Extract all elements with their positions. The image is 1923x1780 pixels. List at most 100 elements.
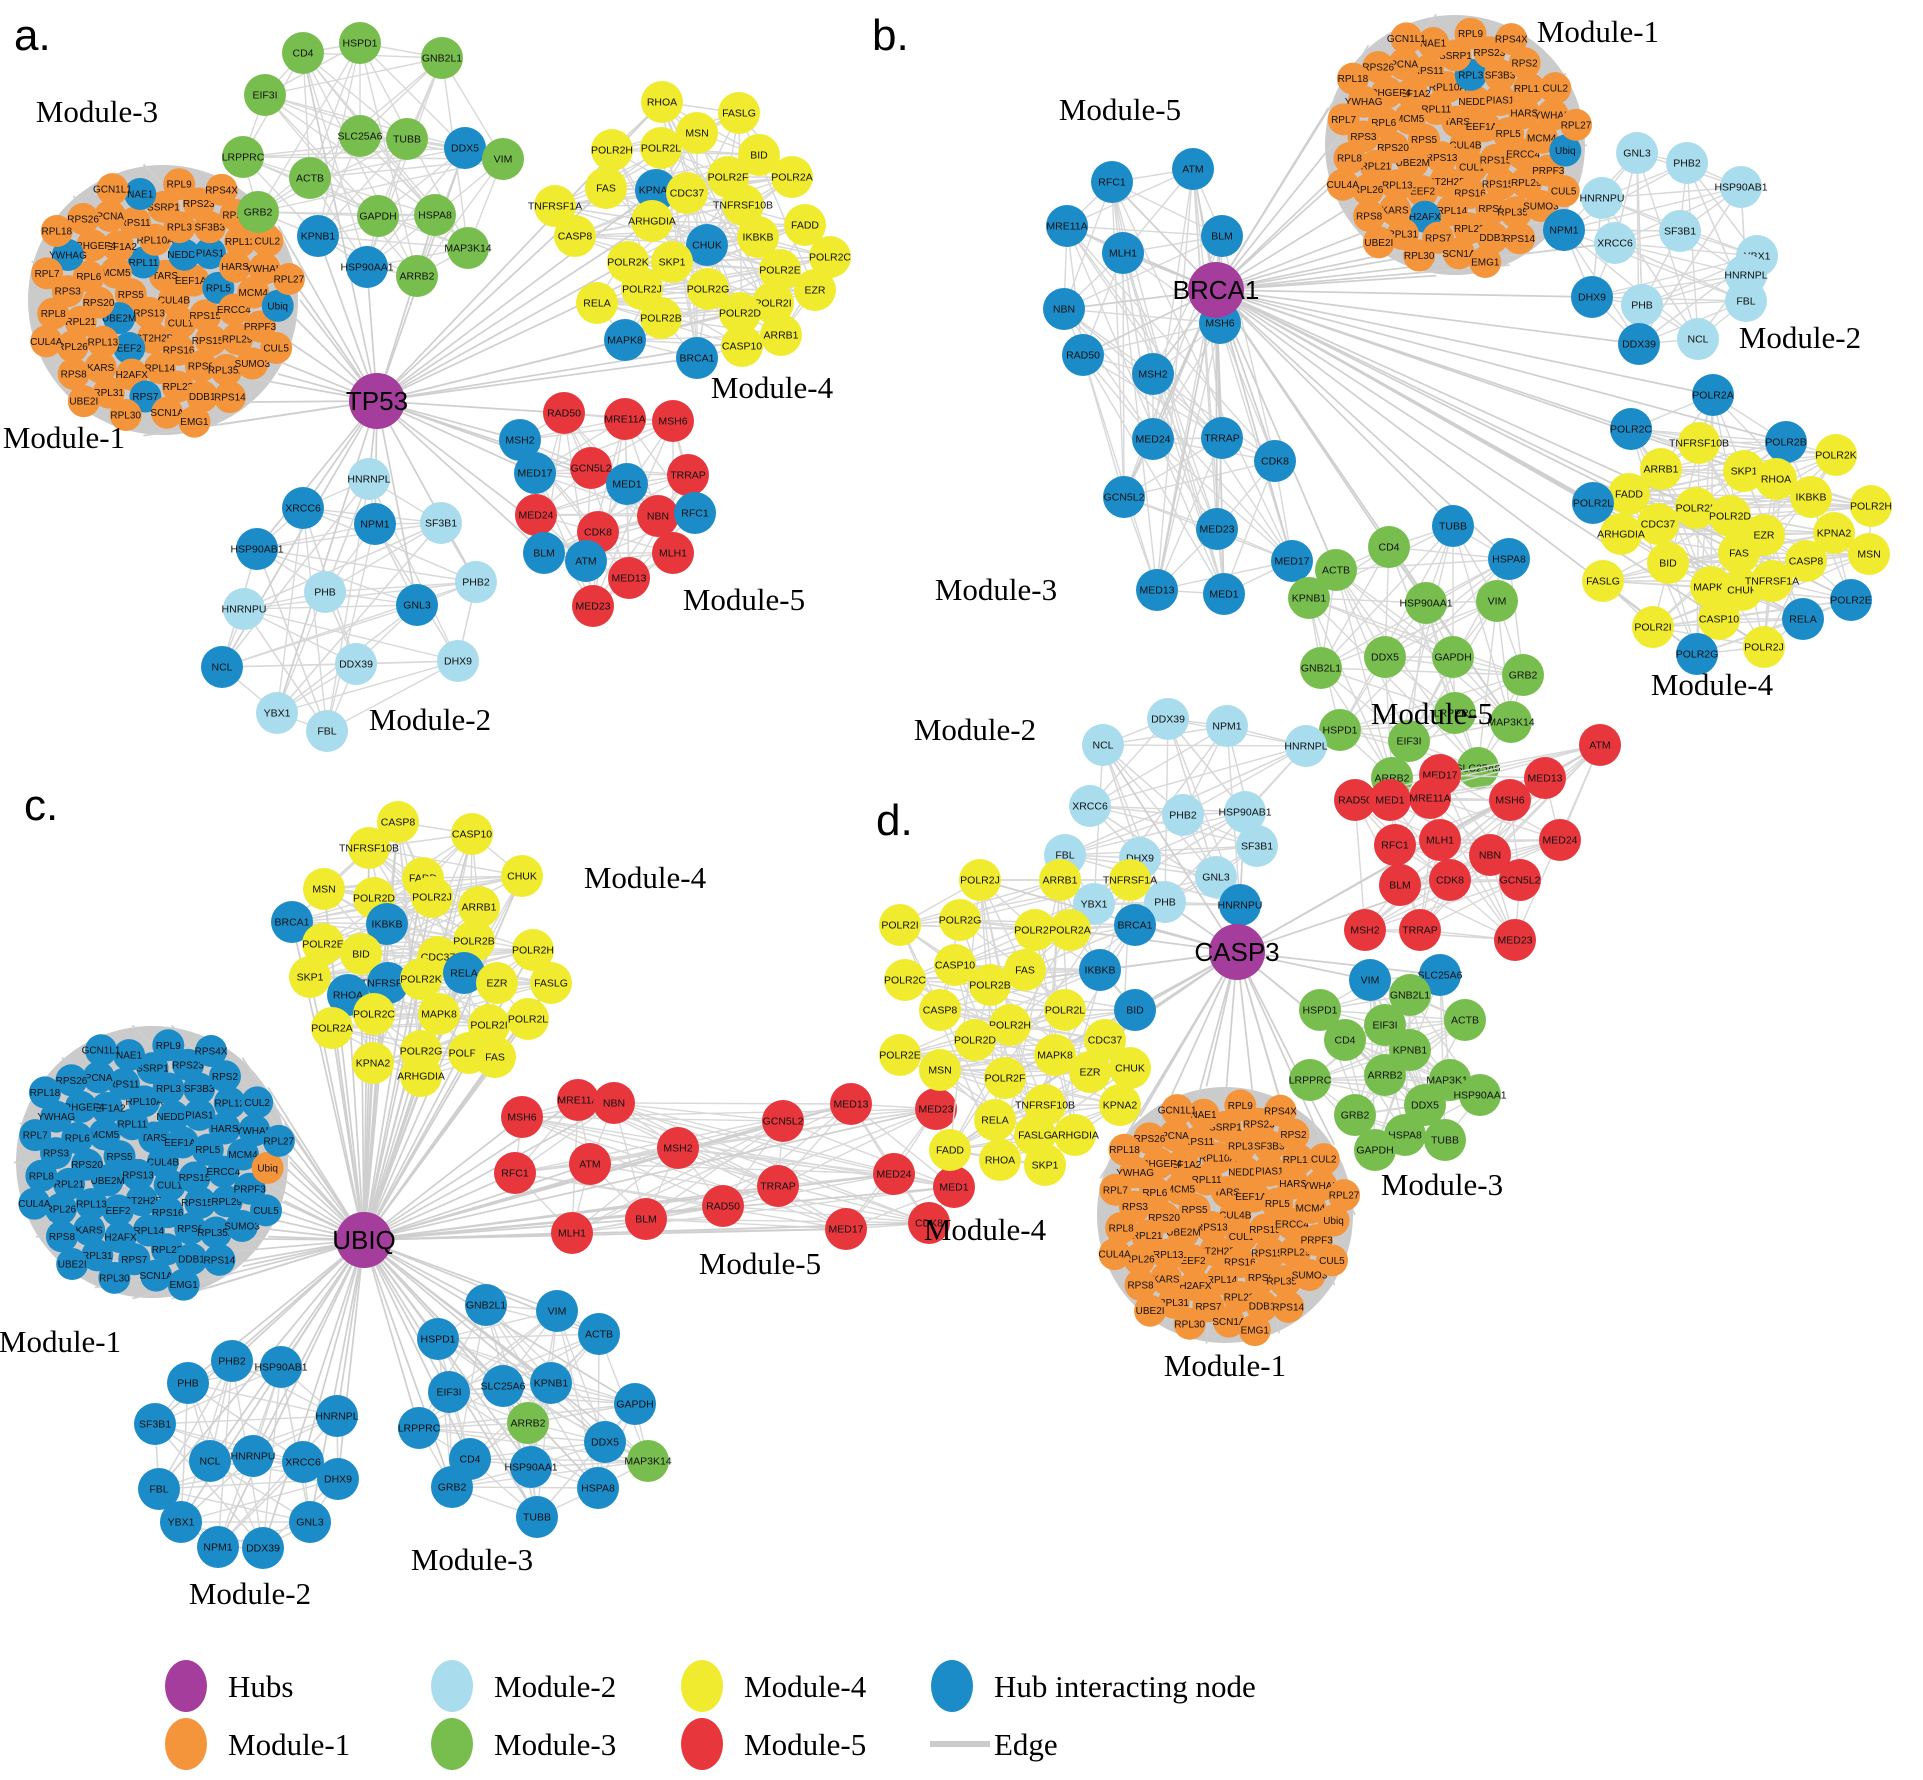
node-EEF1A1: EEF1A1: [175, 264, 213, 297]
node-circle-RPS6: [184, 350, 217, 383]
node-circle-FAS: [1004, 949, 1046, 991]
node-label-RPL10A: RPL10A: [126, 1097, 164, 1108]
node-circle-EIF3I: [244, 74, 286, 116]
node-circle-POLR2E: [302, 923, 344, 965]
node-circle-CASP10: [934, 944, 976, 986]
node-label-ARHGEF4: ARHGEF4: [57, 1102, 105, 1113]
node-label-ERCC4: ERCC4: [1275, 1220, 1309, 1231]
node-circle-RFC1: [1374, 824, 1416, 866]
node-circle-RPL8: [25, 1159, 58, 1192]
node-label-TARS: TARS: [141, 1133, 167, 1144]
node-label-PRPF3: PRPF3: [244, 322, 277, 333]
node-label-EEF2: EEF2: [117, 344, 142, 355]
node-label-MED1: MED1: [1375, 795, 1404, 807]
node-label-SF3B1: SF3B1: [139, 1419, 171, 1431]
node-POLR2A: POLR2A: [1049, 909, 1091, 951]
node-circle-RPL13: [86, 325, 119, 358]
node-circle-MED1: [1203, 573, 1245, 615]
node-label-HIST2H2BE: HIST2H2BE: [1418, 177, 1473, 188]
node-EIF3I: EIF3I: [1388, 720, 1430, 762]
node-POLR2A: POLR2A: [1692, 374, 1734, 416]
node-circle-CHUK: [686, 224, 728, 266]
node-circle-POLR2I: [879, 904, 921, 946]
node-label-ARHGDIA: ARHGDIA: [628, 216, 676, 228]
node-label-CASP8: CASP8: [923, 1005, 958, 1017]
node-NCL: NCL: [1082, 724, 1124, 766]
node-CUL5: CUL5: [260, 331, 293, 364]
node-label-RPL23: RPL23: [152, 1245, 183, 1256]
module-module-1: CUL4BRPS13TARSCUL1RPS5EEF1A1HIST2H2BERPL…: [0, 1029, 295, 1359]
node-RPL8: RPL8: [1105, 1211, 1138, 1244]
node-circle-POLR2B: [453, 920, 495, 962]
panel-letter-d: d.: [876, 796, 913, 845]
node-circle-HNRNPU: [223, 588, 265, 630]
node-GCN5L2: GCN5L2: [762, 1100, 804, 1142]
node-ARHGDIA: ARHGDIA: [397, 1055, 445, 1097]
node-label-SCN1A: SCN1A: [139, 1271, 173, 1282]
node-circle-MAP3K14: [627, 1440, 669, 1482]
node-POLR2A: POLR2A: [311, 1007, 353, 1049]
node-circle-VIM: [536, 1290, 578, 1332]
node-RPL26: RPL26: [56, 330, 89, 363]
node-KPNB1: KPNB1: [530, 1362, 572, 1404]
node-label-BLM: BLM: [533, 548, 555, 560]
node-circle-GCN1L1: [1390, 22, 1423, 55]
node-circle-ATM: [569, 1143, 611, 1185]
node-RPS26: RPS26: [67, 202, 99, 235]
node-DDX39: DDX39: [242, 1527, 284, 1569]
node-label-EEF1A1: EEF1A1: [1466, 122, 1504, 133]
node-label-CUL5: CUL5: [253, 1206, 279, 1217]
node-circle-CUL5: [1547, 175, 1580, 208]
node-label-EEF2: EEF2: [1410, 187, 1435, 198]
node-RPL7: RPL7: [31, 257, 64, 290]
node-MED24: MED24: [1132, 418, 1174, 460]
node-MSH2: MSH2: [499, 419, 541, 461]
node-circle-RPS2: [208, 1060, 241, 1093]
node-YBX1: YBX1: [256, 692, 298, 734]
node-circle-GCN5L2: [570, 447, 612, 489]
node-GNB2L1: GNB2L1: [1389, 974, 1431, 1016]
node-RPS6: RPS6: [174, 1212, 207, 1245]
node-label-DDB1: DDB1: [1479, 233, 1506, 244]
node-MED17: MED17: [514, 452, 556, 494]
node-label-KARS: KARS: [87, 363, 115, 374]
node-FAS: FAS: [1004, 949, 1046, 991]
node-label-EMG1: EMG1: [1241, 1326, 1270, 1337]
node-circle-KARS: [1379, 193, 1412, 226]
node-label-CDK8: CDK8: [584, 527, 612, 539]
node-label-RPS6: RPS6: [1478, 204, 1505, 215]
node-label-CDK8: CDK8: [915, 1218, 943, 1230]
node-label-MLH1: MLH1: [1109, 248, 1137, 260]
node-POLR2I: POLR2I: [752, 282, 794, 324]
node-circle-RPS6: [1475, 192, 1508, 225]
node-circle-CHUK: [1109, 1047, 1151, 1089]
node-circle-POLR2F: [984, 1057, 1026, 1099]
node-label-CUL4B: CUL4B: [1219, 1211, 1252, 1222]
node-label-SUMO3: SUMO3: [1292, 1271, 1328, 1282]
node-RPS15: RPS15: [1479, 143, 1512, 176]
node-label-CUL5: CUL5: [1551, 187, 1577, 198]
node-SCN1A: SCN1A: [150, 396, 184, 429]
node-circle-EEF2: [113, 332, 146, 365]
node-RPL30: RPL30: [98, 1261, 131, 1294]
node-DDX39: DDX39: [1147, 698, 1189, 740]
module-title-module-5: Module-5: [699, 1246, 821, 1281]
node-RHOA: RHOA: [641, 81, 683, 123]
node-VIM: VIM: [482, 138, 524, 180]
node-label-EEF1A2: EEF1A2: [1164, 1160, 1202, 1171]
node-circle-PIAS1: [1253, 1154, 1286, 1187]
node-MCM5: MCM5: [1393, 102, 1426, 135]
node-label-MRE11A: MRE11A: [604, 414, 645, 426]
node-label-TUBB: TUBB: [393, 134, 421, 146]
node-circle-FADD: [929, 1129, 971, 1171]
node-label-RAD50: RAD50: [1066, 350, 1100, 362]
node-circle-RPL12: [224, 225, 257, 258]
node-label-RPL5: RPL5: [206, 283, 231, 294]
node-circle-GCN5L2: [762, 1100, 804, 1142]
node-RPS15A: RPS15A: [192, 324, 230, 357]
node-CUL1: CUL1: [153, 1169, 186, 1202]
node-circle-BRCA1: [271, 901, 313, 943]
node-circle-MED17: [514, 452, 556, 494]
